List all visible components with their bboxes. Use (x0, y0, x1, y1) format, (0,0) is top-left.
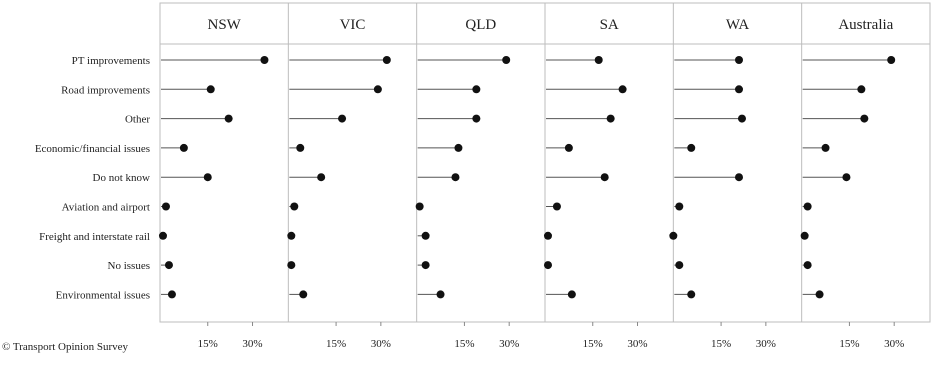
data-point (543, 261, 552, 270)
panel-title: Australia (838, 17, 893, 33)
data-point (224, 114, 233, 123)
data-point (734, 56, 743, 64)
data-point (821, 143, 830, 152)
panel-title: SA (600, 17, 619, 33)
data-point (317, 173, 326, 182)
data-point (421, 261, 430, 270)
data-point (299, 290, 308, 299)
category-label: Other (125, 114, 150, 126)
panel-title: QLD (465, 17, 496, 33)
category-label: No issues (108, 260, 150, 272)
category-label: Aviation and airport (62, 202, 150, 214)
data-point (287, 261, 296, 270)
data-point (206, 85, 215, 94)
data-point (472, 114, 481, 123)
data-point (436, 290, 445, 299)
data-point (606, 114, 615, 123)
data-point (734, 85, 743, 94)
x-tick-label: 30% (371, 338, 391, 350)
data-point (564, 143, 573, 152)
panel-title: WA (726, 17, 749, 33)
data-point (167, 290, 176, 299)
data-point (860, 114, 869, 123)
category-label: PT improvements (72, 55, 150, 67)
data-point (594, 56, 603, 64)
data-point (260, 56, 269, 64)
data-point (842, 173, 851, 182)
data-point (421, 231, 430, 240)
x-tick-label: 30% (499, 338, 519, 350)
data-point (543, 231, 552, 240)
data-point (287, 231, 296, 240)
data-point (158, 231, 167, 240)
data-point (451, 173, 460, 182)
data-point (618, 85, 627, 94)
data-point (552, 202, 561, 211)
category-label: Do not know (93, 172, 151, 184)
data-point (472, 85, 481, 94)
data-point (203, 173, 212, 182)
data-point (161, 202, 170, 211)
category-label: Freight and interstate rail (39, 231, 150, 243)
data-point (502, 56, 511, 64)
data-point (373, 85, 382, 94)
data-point (675, 261, 684, 270)
x-tick-label: 15% (711, 338, 731, 350)
category-label: Economic/financial issues (35, 143, 150, 155)
data-point (857, 85, 866, 94)
data-point (567, 290, 576, 299)
data-point (815, 290, 824, 299)
data-point (803, 202, 812, 211)
data-point (290, 202, 299, 211)
panel-title: VIC (340, 17, 366, 33)
data-point (675, 202, 684, 211)
x-tick-label: 30% (884, 338, 904, 350)
category-label: Environmental issues (56, 289, 150, 301)
data-point (734, 173, 743, 182)
source-note: © Transport Opinion Survey (2, 341, 129, 353)
data-point (382, 56, 391, 64)
data-point (164, 261, 173, 270)
data-point (415, 202, 424, 211)
data-point (687, 290, 696, 299)
x-tick-label: 15% (198, 338, 218, 350)
panel-title: NSW (207, 17, 241, 33)
x-tick-label: 30% (756, 338, 776, 350)
x-tick-label: 30% (242, 338, 262, 350)
x-tick-label: 30% (627, 338, 647, 350)
x-tick-label: 15% (839, 338, 859, 350)
data-point (800, 231, 809, 240)
data-point (296, 143, 305, 152)
data-point (179, 143, 188, 152)
data-point (338, 114, 347, 123)
data-point (687, 143, 696, 152)
x-tick-label: 15% (454, 338, 474, 350)
category-label: Road improvements (61, 84, 150, 96)
data-point (454, 143, 463, 152)
data-point (887, 56, 896, 64)
data-point (803, 261, 812, 270)
x-tick-label: 15% (326, 338, 346, 350)
data-point (737, 114, 746, 123)
x-tick-label: 15% (583, 338, 603, 350)
data-point (669, 231, 678, 240)
data-point (600, 173, 609, 182)
